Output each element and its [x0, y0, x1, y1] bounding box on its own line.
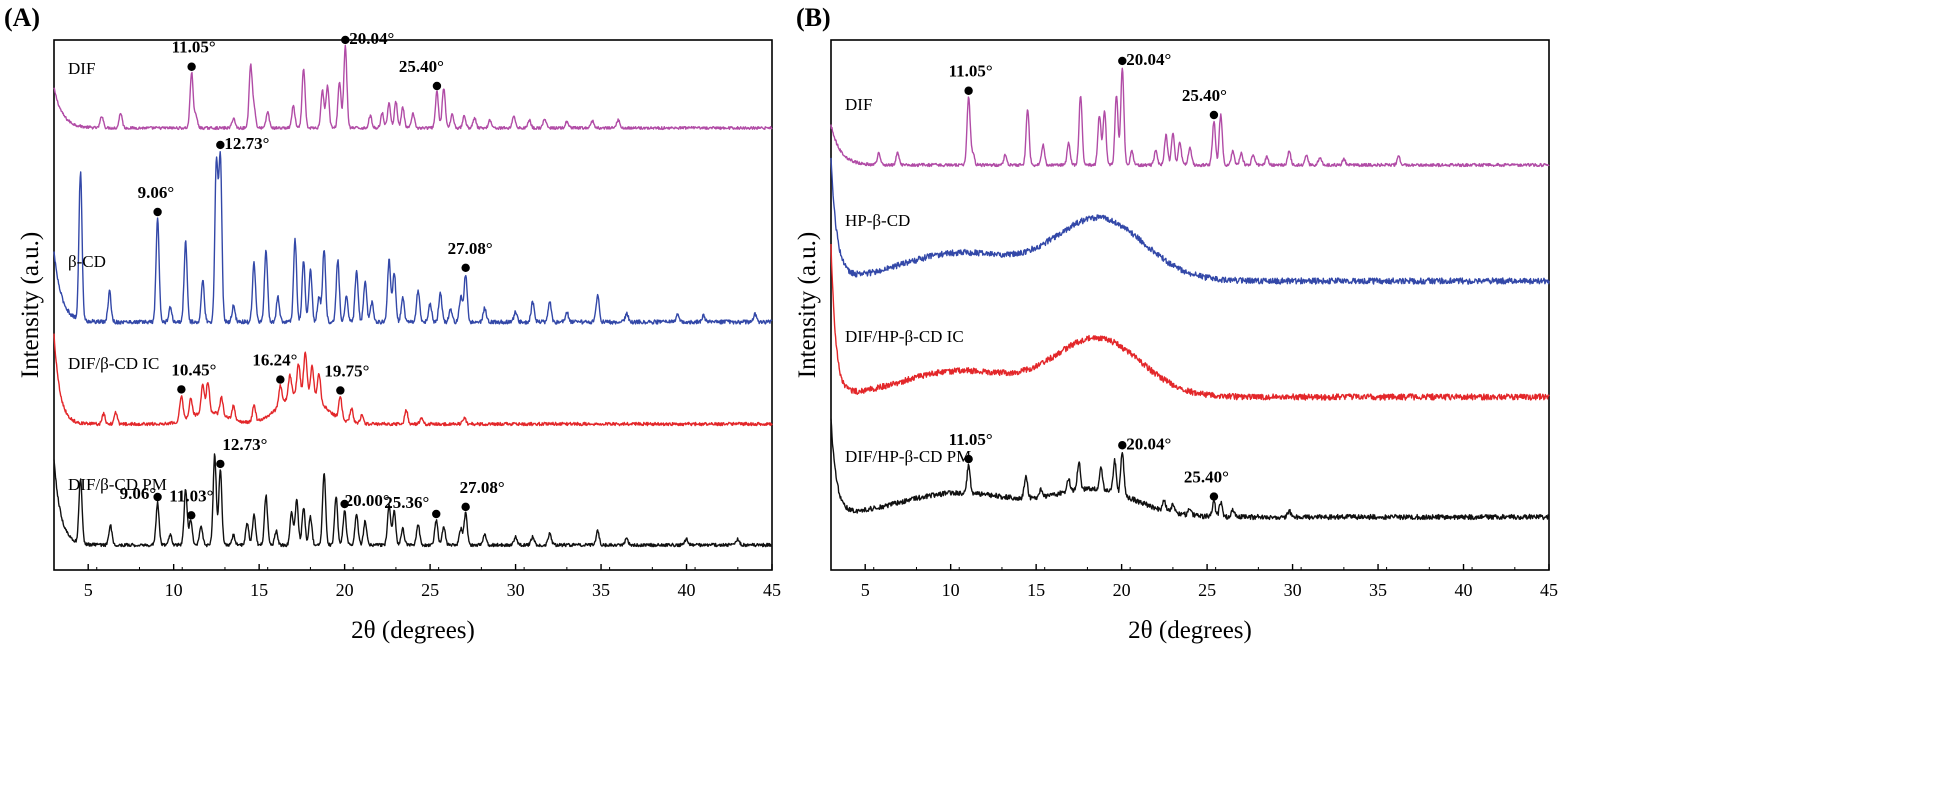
series-line [830, 243, 1550, 401]
xrd-figure: (A) 5 10 15 20 25 30 35 40 45 DIF β-CD DIF/β-CD IC… [4, 3, 1558, 644]
plot-frame-b [830, 39, 1550, 571]
series-line [53, 333, 773, 427]
series-line [53, 453, 773, 548]
peak-label: 25.40° [1184, 468, 1229, 487]
series-b: DIF HP-β-CD DIF/HP-β-CD IC DIF/HP-β-CD PM [830, 67, 1550, 521]
peak-marker [1118, 56, 1127, 66]
x-ticks-b: 5 10 15 20 25 30 35 40 45 [830, 564, 1558, 600]
peak-label: 11.05° [949, 430, 993, 449]
series-name-label: HP-β-CD [845, 211, 910, 230]
x-tick-label: 35 [1369, 580, 1387, 600]
x-tick-label: 10 [942, 580, 960, 600]
x-tick-label: 15 [1027, 580, 1045, 600]
x-tick-label: 5 [84, 580, 93, 600]
series-name-label: β-CD [68, 252, 106, 271]
peak-label: 16.24° [252, 351, 297, 370]
series-name-label: DIF [68, 59, 95, 78]
x-tick-label: 5 [861, 580, 870, 600]
peak-marker [153, 207, 162, 217]
y-axis-title-a: Intensity (a.u.) [17, 232, 44, 378]
x-tick-label: 45 [1540, 580, 1558, 600]
peak-marker [177, 385, 186, 394]
peak-marker [1209, 492, 1219, 501]
peak-label: 12.73° [222, 435, 267, 454]
x-tick-label: 40 [678, 580, 696, 600]
peak-label: 9.06° [138, 183, 175, 202]
peak-label: 11.03° [169, 486, 213, 505]
x-ticks-a: 5 10 15 20 25 30 35 40 45 [53, 564, 781, 600]
peak-marker [461, 263, 470, 273]
peak-marker [216, 459, 225, 469]
x-tick-label: 45 [763, 580, 781, 600]
series-line [53, 151, 773, 325]
peak-label: 25.40° [399, 57, 444, 76]
panel-a: (A) 5 10 15 20 25 30 35 40 45 DIF β-CD DIF/β-CD IC… [4, 3, 781, 644]
series-name-label: DIF/HP-β-CD PM [845, 447, 971, 466]
x-tick-label: 35 [592, 580, 610, 600]
peaks-b: 11.05° 20.04° 25.40° 11.05° 20.04° 25.40° [949, 50, 1229, 501]
peak-marker [336, 386, 345, 395]
peak-label: 20.04° [1126, 434, 1171, 453]
peak-label: 27.08° [460, 478, 505, 497]
peak-label: 20.04° [1126, 50, 1171, 69]
series-name-label: DIF [845, 95, 872, 114]
plot-frame-a [53, 39, 773, 571]
x-tick-label: 40 [1455, 580, 1473, 600]
peak-label: 19.75° [324, 361, 369, 380]
x-tick-label: 25 [421, 580, 439, 600]
x-tick-label: 30 [1284, 580, 1302, 600]
peak-label: 9.06° [120, 484, 157, 503]
peak-marker [216, 140, 225, 150]
series-name-label: DIF/β-CD PM [68, 475, 167, 494]
series-line [830, 67, 1550, 168]
peak-marker [1118, 441, 1127, 450]
x-axis-title-a: 2θ (degrees) [351, 617, 475, 644]
peak-marker [341, 35, 350, 45]
x-axis-title-b: 2θ (degrees) [1128, 617, 1252, 644]
x-tick-label: 30 [507, 580, 525, 600]
x-tick-label: 10 [165, 580, 183, 600]
peak-marker [276, 375, 285, 384]
series-line [830, 418, 1550, 521]
series-line [830, 157, 1550, 285]
x-tick-label: 25 [1198, 580, 1216, 600]
peak-label: 11.05° [172, 38, 216, 57]
panel-label-b: (B) [796, 3, 831, 32]
peak-marker [187, 511, 196, 520]
panel-b: (B) 5 10 15 20 25 30 35 40 45 DIF HP-β-CD DIF/HP-β… [794, 3, 1558, 644]
peaks-a: 11.05° 20.04° 25.40° 9.06° 12.73° 27.08° 10.45… [120, 29, 505, 520]
peak-label: 25.40° [1182, 86, 1227, 105]
series-name-label: DIF/β-CD IC [68, 354, 159, 373]
peak-marker [187, 62, 196, 71]
peak-marker [964, 454, 973, 464]
x-tick-label: 20 [336, 580, 354, 600]
peak-label: 20.00° [345, 491, 390, 510]
series-line [53, 44, 773, 131]
peak-label: 20.04° [349, 29, 394, 48]
peak-marker [432, 81, 442, 91]
peak-label: 25.36° [384, 493, 429, 512]
y-axis-title-b: Intensity (a.u.) [794, 232, 821, 378]
peak-label: 10.45° [171, 360, 216, 379]
peak-marker [461, 502, 470, 512]
panel-label-a: (A) [4, 3, 40, 32]
peak-marker [340, 499, 349, 509]
peak-marker [153, 492, 162, 502]
peak-marker [1209, 110, 1219, 120]
series-name-label: DIF/HP-β-CD IC [845, 327, 964, 346]
peak-marker [432, 509, 441, 519]
peak-marker [964, 86, 973, 95]
peak-label: 27.08° [448, 239, 493, 258]
peak-label: 11.05° [949, 62, 993, 81]
x-tick-label: 20 [1113, 580, 1131, 600]
series-a: DIF β-CD DIF/β-CD IC DIF/β-CD PM [53, 44, 773, 548]
x-tick-label: 15 [250, 580, 268, 600]
peak-label: 12.73° [224, 134, 269, 153]
